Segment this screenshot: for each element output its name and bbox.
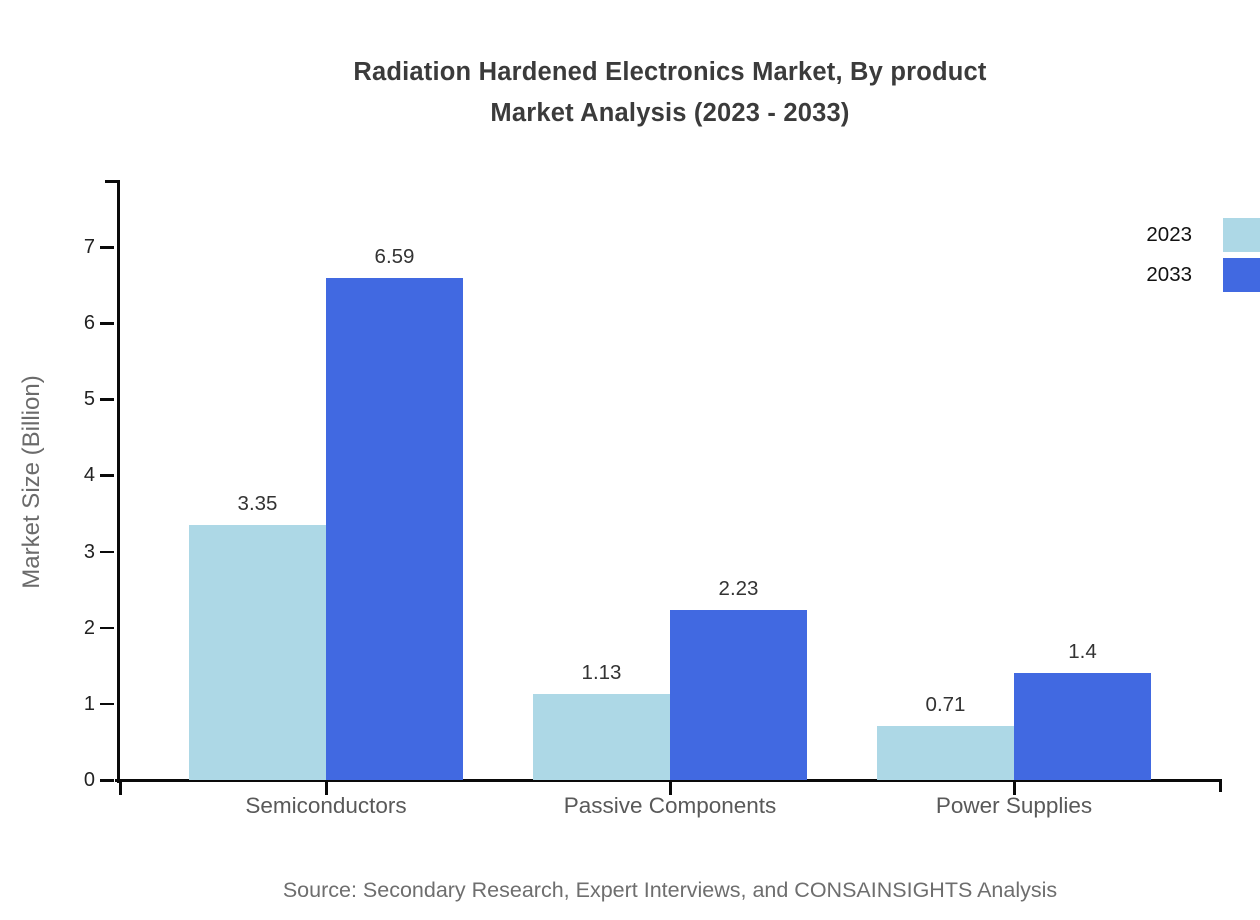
- chart-title: Radiation Hardened Electronics Market, B…: [80, 52, 1260, 134]
- chart-title-line2: Market Analysis (2023 - 2033): [490, 99, 850, 127]
- y-axis-top-cap: [105, 180, 117, 183]
- legend: 2023 2033: [1146, 218, 1260, 292]
- y-tick-label: 2: [83, 616, 95, 639]
- category-label: Power Supplies: [935, 793, 1093, 818]
- y-tick: [100, 398, 114, 401]
- x-axis-origin-tick: [119, 782, 122, 795]
- legend-swatch-2033: [1223, 258, 1260, 292]
- y-tick: [100, 322, 114, 325]
- value-label: 6.59: [374, 245, 415, 269]
- source-note: Source: Secondary Research, Expert Inter…: [282, 878, 1058, 902]
- y-tick-label: 5: [83, 388, 95, 411]
- y-tick-label: 4: [83, 464, 95, 487]
- legend-swatch-2023: [1223, 218, 1260, 252]
- value-label: 1.4: [1068, 640, 1097, 664]
- y-tick-label: 3: [83, 540, 95, 563]
- y-tick-label: 7: [83, 236, 95, 259]
- x-tick: [1013, 782, 1016, 795]
- y-tick-label: 0: [83, 769, 95, 791]
- x-axis-end-cap: [1219, 779, 1222, 792]
- category-label: Semiconductors: [245, 793, 407, 818]
- category-label: Passive Components: [563, 793, 777, 818]
- x-axis-line: [115, 779, 1222, 782]
- y-tick: [100, 246, 114, 249]
- bar-2033-power-supplies: [1014, 673, 1151, 780]
- bar-2023-power-supplies: [877, 725, 1014, 780]
- bar-2033-semiconductors: [326, 278, 463, 780]
- y-axis-line: [117, 180, 120, 783]
- x-tick: [325, 782, 328, 795]
- value-label: 1.13: [581, 660, 622, 684]
- value-label: 0.71: [925, 692, 966, 716]
- y-tick: [100, 779, 114, 782]
- y-tick-label: 6: [83, 312, 95, 335]
- x-tick: [669, 782, 672, 795]
- value-label: 2.23: [718, 577, 759, 601]
- legend-item-2023: 2023: [1146, 218, 1260, 252]
- y-tick: [100, 626, 114, 630]
- legend-label: 2023: [1146, 223, 1192, 246]
- y-tick: [100, 702, 114, 706]
- y-tick: [100, 550, 114, 554]
- legend-label: 2033: [1146, 263, 1192, 286]
- y-tick: [100, 474, 114, 477]
- bar-2023-passive-components: [533, 693, 670, 780]
- bar-2023-semiconductors: [189, 524, 326, 780]
- chart-title-line1: Radiation Hardened Electronics Market, B…: [353, 58, 987, 86]
- bar-2033-passive-components: [670, 610, 807, 780]
- y-tick-label: 1: [83, 692, 95, 715]
- value-label: 3.35: [237, 491, 278, 515]
- legend-item-2033: 2033: [1146, 258, 1260, 292]
